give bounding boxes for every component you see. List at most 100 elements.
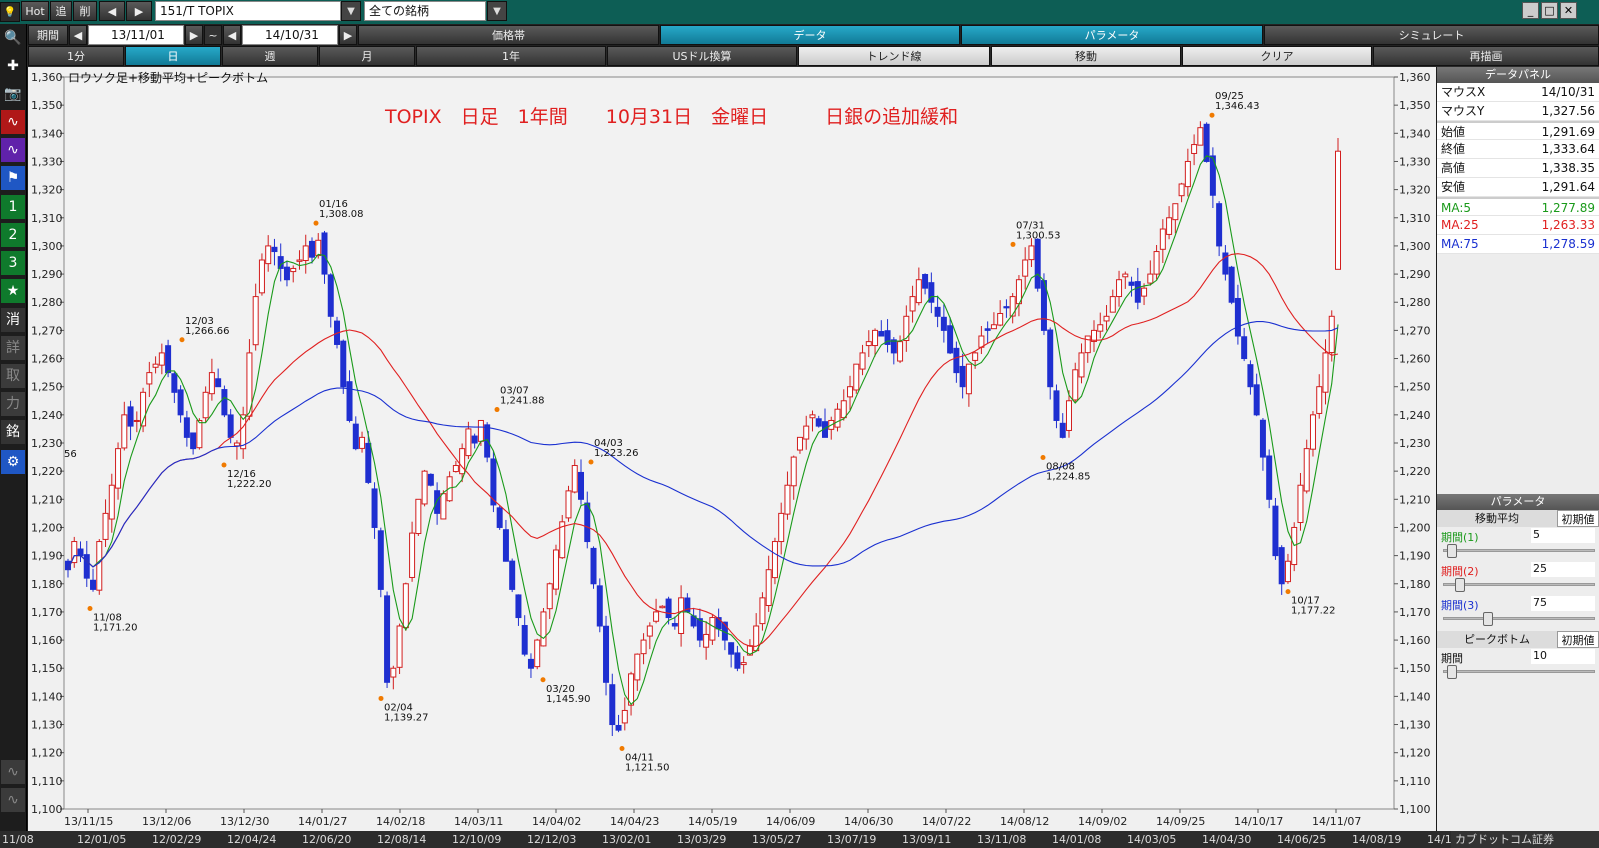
close-icon[interactable]: ✕: [1560, 2, 1577, 19]
peak-date-label: 02/04: [384, 702, 413, 713]
period-slider[interactable]: [1443, 578, 1595, 592]
crosshair-icon[interactable]: ✚: [7, 58, 19, 74]
period-input[interactable]: 75: [1531, 596, 1595, 611]
redraw-button[interactable]: 再描画: [1373, 46, 1599, 66]
hot-button[interactable]: Hot: [21, 1, 49, 21]
period-slider[interactable]: [1443, 544, 1595, 558]
chart-small-icon[interactable]: ∿: [1, 760, 25, 784]
candle-body: [1309, 414, 1316, 450]
period-input[interactable]: 25: [1531, 562, 1595, 577]
slider-knob[interactable]: [1483, 612, 1494, 626]
end-prev-button[interactable]: ◀: [223, 25, 241, 45]
tab-data[interactable]: データ: [660, 25, 960, 45]
x-tick-label: 14/04/23: [610, 815, 659, 828]
peak-marker: [619, 745, 625, 751]
power-button[interactable]: 力: [1, 392, 25, 416]
slider-knob[interactable]: [1455, 578, 1466, 592]
slider-knob[interactable]: [1446, 665, 1457, 679]
candle-body: [1266, 455, 1273, 500]
y-tick-label-left: 1,250: [31, 381, 63, 394]
detail-button[interactable]: 詳: [1, 336, 25, 360]
preset-1-button[interactable]: 1: [1, 195, 25, 219]
preset-3-button[interactable]: 3: [1, 251, 25, 275]
y-tick-label-right: 1,340: [1399, 127, 1431, 140]
filter-dropdown-icon[interactable]: ▼: [487, 1, 507, 21]
ma-reset-button[interactable]: 初期値: [1557, 510, 1599, 527]
candle-body: [1316, 386, 1323, 414]
candle-body: [246, 352, 253, 417]
erase-button[interactable]: 消: [1, 308, 25, 332]
timeframe-1min[interactable]: 1分: [28, 46, 124, 66]
data-panel: マウスX 14/10/31 マウスY 1,327.56 始値 1,291.69 終値 1,33…: [1437, 83, 1599, 197]
start-prev-button[interactable]: ◀: [69, 25, 87, 45]
candle-body: [1272, 505, 1279, 557]
star-icon[interactable]: ★: [1, 279, 25, 303]
maximize-icon[interactable]: □: [1541, 2, 1558, 19]
timeframe-1year[interactable]: 1年: [416, 46, 606, 66]
peak-marker: [313, 220, 319, 226]
lightbulb-icon[interactable]: 💡: [0, 2, 20, 22]
end-next-button[interactable]: ▶: [339, 25, 357, 45]
candle-body: [527, 658, 534, 669]
candle-body: [434, 490, 441, 514]
search-icon[interactable]: 🔍: [4, 30, 22, 46]
tab-simulate[interactable]: シミュレート: [1264, 25, 1599, 45]
pb-period-input[interactable]: 10: [1531, 649, 1595, 664]
start-date-input[interactable]: 13/11/01: [88, 25, 184, 45]
flag-icon[interactable]: ⚑: [1, 166, 25, 190]
y-tick-label-right: 1,160: [1399, 634, 1431, 647]
add-button[interactable]: 追: [50, 1, 72, 21]
candle-body: [102, 512, 109, 540]
candle-body: [258, 259, 265, 294]
candle-body: [1278, 547, 1285, 585]
usd-convert-button[interactable]: USドル換算: [607, 46, 797, 66]
slider-knob[interactable]: [1446, 544, 1457, 558]
data-row-value: 14/10/31: [1541, 85, 1595, 99]
data-row-value: 1,327.56: [1541, 104, 1595, 118]
candle-body: [1203, 123, 1210, 162]
chart-small-2-icon[interactable]: ∿: [1, 788, 25, 812]
x-tick-label: 14/04/02: [532, 815, 581, 828]
symbol-dropdown-icon[interactable]: ▼: [341, 1, 361, 21]
y-tick-label-left: 1,200: [31, 521, 63, 534]
delete-button[interactable]: 削: [73, 1, 97, 21]
candle-body: [771, 541, 778, 579]
timeframe-month[interactable]: 月: [319, 46, 415, 66]
candle-body: [283, 266, 290, 281]
timeframe-day[interactable]: 日: [125, 46, 221, 66]
stock-button[interactable]: 銘: [1, 420, 25, 444]
start-next-button[interactable]: ▶: [185, 25, 203, 45]
period-slider[interactable]: [1443, 612, 1595, 626]
line-chart-icon[interactable]: ∿: [1, 138, 25, 162]
pb-reset-button[interactable]: 初期値: [1557, 631, 1599, 648]
candlestick-chart[interactable]: 1,100 1,100 1,110 1,110 1,120 1,120 1,130 1,130…: [28, 67, 1436, 831]
candle-chart-icon[interactable]: ∿: [1, 110, 25, 134]
pb-period-slider[interactable]: [1443, 665, 1595, 679]
trade-button[interactable]: 取: [1, 364, 25, 388]
camera-icon[interactable]: 📷: [4, 86, 22, 102]
clear-button[interactable]: クリア: [1182, 46, 1372, 66]
preset-2-button[interactable]: 2: [1, 223, 25, 247]
prev-symbol-button[interactable]: ◀: [99, 1, 125, 21]
chart-area[interactable]: 1,100 1,100 1,110 1,110 1,120 1,120 1,130 1,130…: [28, 67, 1436, 831]
filter-select[interactable]: 全ての銘柄: [364, 1, 486, 21]
candle-body: [596, 585, 603, 627]
trendline-button[interactable]: トレンド線: [798, 46, 990, 66]
timeframe-week[interactable]: 週: [222, 46, 318, 66]
candle-body: [865, 341, 872, 347]
period-input[interactable]: 5: [1531, 528, 1595, 543]
period-label: 期間(1): [1441, 531, 1479, 544]
tab-parameter[interactable]: パラメータ: [961, 25, 1263, 45]
symbol-input[interactable]: 151/T TOPIX: [155, 1, 341, 21]
minimize-icon[interactable]: _: [1522, 2, 1539, 19]
candle-body: [365, 442, 372, 483]
y-tick-label-left: 1,360: [31, 71, 63, 84]
y-tick-label-left: 1,320: [31, 184, 63, 197]
candle-body: [1335, 150, 1341, 270]
gear-icon[interactable]: ⚙: [1, 450, 25, 474]
move-button[interactable]: 移動: [991, 46, 1181, 66]
end-date-input[interactable]: 14/10/31: [242, 25, 338, 45]
candle-body: [678, 597, 685, 635]
tab-price-band[interactable]: 価格帯: [358, 25, 659, 45]
next-symbol-button[interactable]: ▶: [126, 1, 152, 21]
